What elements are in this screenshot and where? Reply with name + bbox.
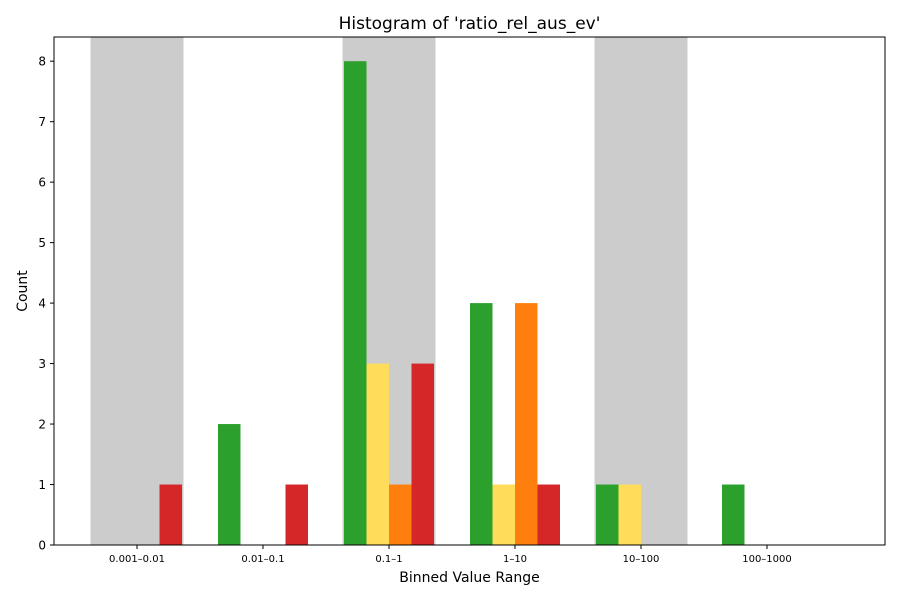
bar-s2-c2	[389, 484, 412, 545]
bar-s0-c5	[722, 484, 745, 545]
x-tick-label-3: 1–10	[503, 554, 527, 565]
bar-s1-c2	[366, 363, 389, 545]
bars	[159, 61, 745, 545]
bar-s3-c1	[285, 484, 308, 545]
shade-band-4	[594, 37, 688, 545]
bar-s2-c3	[515, 303, 538, 545]
shade-band-0	[90, 37, 184, 545]
plot-frame	[53, 36, 886, 546]
y-tick-label-7: 7	[38, 115, 46, 129]
x-tick-label-5: 100–1000	[742, 554, 792, 565]
y-tick-label-3: 3	[38, 357, 46, 371]
y-tick-label-5: 5	[38, 236, 46, 250]
x-tick-label-0: 0.001–0.01	[109, 554, 165, 565]
y-axis-label: Count	[15, 270, 31, 312]
x-tick-label-4: 10–100	[623, 554, 660, 565]
bar-s3-c0	[159, 484, 182, 545]
chart-title: Histogram of 'ratio_rel_aus_ev'	[339, 14, 601, 34]
bar-s0-c2	[344, 61, 367, 545]
y-axis-ticks: 0 1 2 3 4 5 6 7 8	[38, 55, 54, 553]
bar-s1-c3	[492, 484, 515, 545]
y-tick-label-4: 4	[38, 297, 46, 311]
bar-s3-c2	[411, 363, 434, 545]
x-tick-label-2: 0.1–1	[375, 554, 402, 565]
bar-s1-c4	[618, 484, 641, 545]
y-tick-label-1: 1	[38, 478, 46, 492]
x-tick-label-1: 0.01–0.1	[241, 554, 284, 565]
bar-s0-c3	[470, 303, 493, 545]
y-tick-label-6: 6	[38, 176, 46, 190]
x-axis-label: Binned Value Range	[399, 570, 539, 586]
bar-s0-c1	[218, 424, 241, 545]
bar-s3-c3	[537, 484, 560, 545]
bar-s0-c4	[596, 484, 619, 545]
y-tick-label-2: 2	[38, 418, 46, 432]
x-axis-ticks: 0.001–0.01 0.01–0.1 0.1–1 1–10 10–100 100–100…	[109, 545, 792, 565]
y-tick-label-0: 0	[38, 539, 46, 553]
y-tick-label-8: 8	[38, 55, 46, 69]
